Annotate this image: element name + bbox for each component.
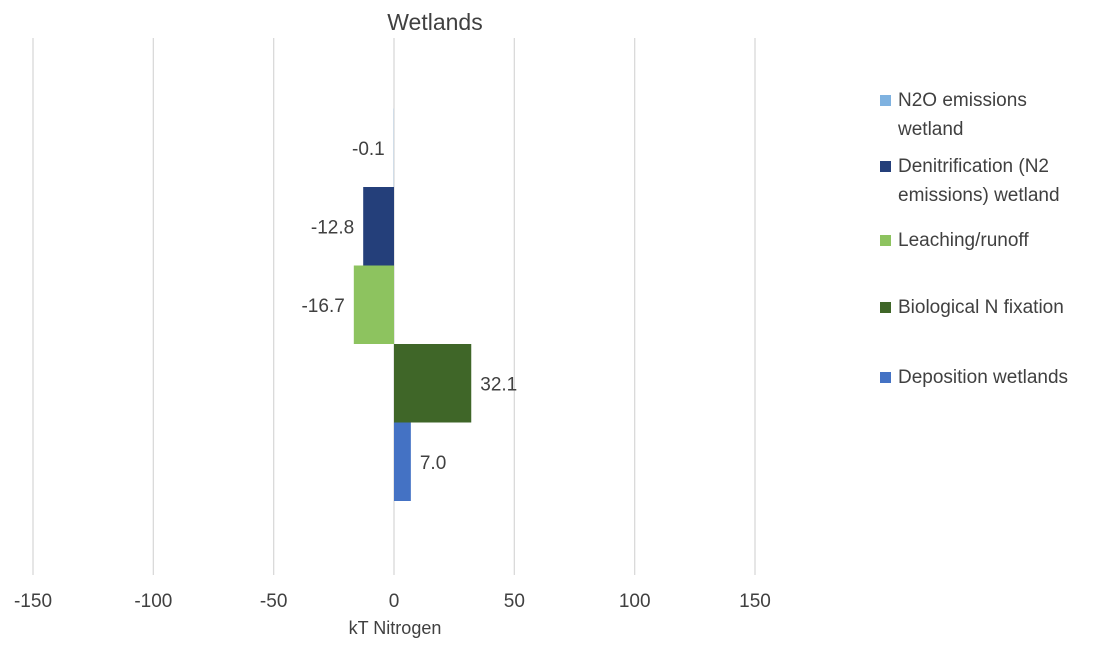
legend-swatch-3 (880, 235, 891, 246)
legend-entry-5: Deposition wetlands (880, 367, 1068, 388)
data-label-4: 32.1 (480, 374, 517, 395)
legend-entry-3: Leaching/runoff (880, 230, 1029, 251)
legend-label: Deposition wetlands (898, 367, 1068, 388)
data-label-1: -0.1 (352, 139, 385, 160)
legend-label: Leaching/runoff (898, 230, 1029, 251)
x-tick-label: 150 (739, 591, 771, 612)
bar-2 (363, 187, 394, 266)
legend-swatch-5 (880, 372, 891, 383)
legend-label: N2O emissions (898, 90, 1027, 111)
x-tick-label: 0 (389, 591, 400, 612)
data-label-5: 7.0 (420, 453, 446, 474)
legend-swatch-4 (880, 302, 891, 313)
x-tick-label: -50 (260, 591, 287, 612)
legend: N2O emissions wetland Denitrification (N2 e… (880, 90, 1068, 388)
x-tick-label: 100 (619, 591, 651, 612)
legend-label: emissions) wetland (898, 185, 1060, 206)
x-tick-label: 50 (504, 591, 525, 612)
legend-label: Denitrification (N2 (898, 156, 1049, 177)
bars (354, 109, 471, 502)
legend-entry-1: N2O emissions wetland (880, 90, 1027, 140)
x-axis-label: kT Nitrogen (349, 618, 442, 638)
chart-title: Wetlands (387, 9, 482, 35)
legend-swatch-2 (880, 161, 891, 172)
x-tick-label: -150 (14, 591, 52, 612)
data-label-2: -12.8 (311, 217, 354, 238)
legend-entry-2: Denitrification (N2 emissions) wetland (880, 156, 1060, 206)
data-label-3: -16.7 (301, 296, 344, 317)
legend-label: Biological N fixation (898, 297, 1064, 318)
legend-swatch-1 (880, 95, 891, 106)
bar-5 (394, 423, 411, 502)
x-axis-ticks: -150 -100 -50 0 50 100 150 (14, 591, 771, 612)
legend-entry-4: Biological N fixation (880, 297, 1064, 318)
bar-3 (354, 266, 394, 345)
bar-4 (394, 344, 471, 423)
x-tick-label: -100 (134, 591, 172, 612)
legend-label: wetland (897, 119, 964, 140)
